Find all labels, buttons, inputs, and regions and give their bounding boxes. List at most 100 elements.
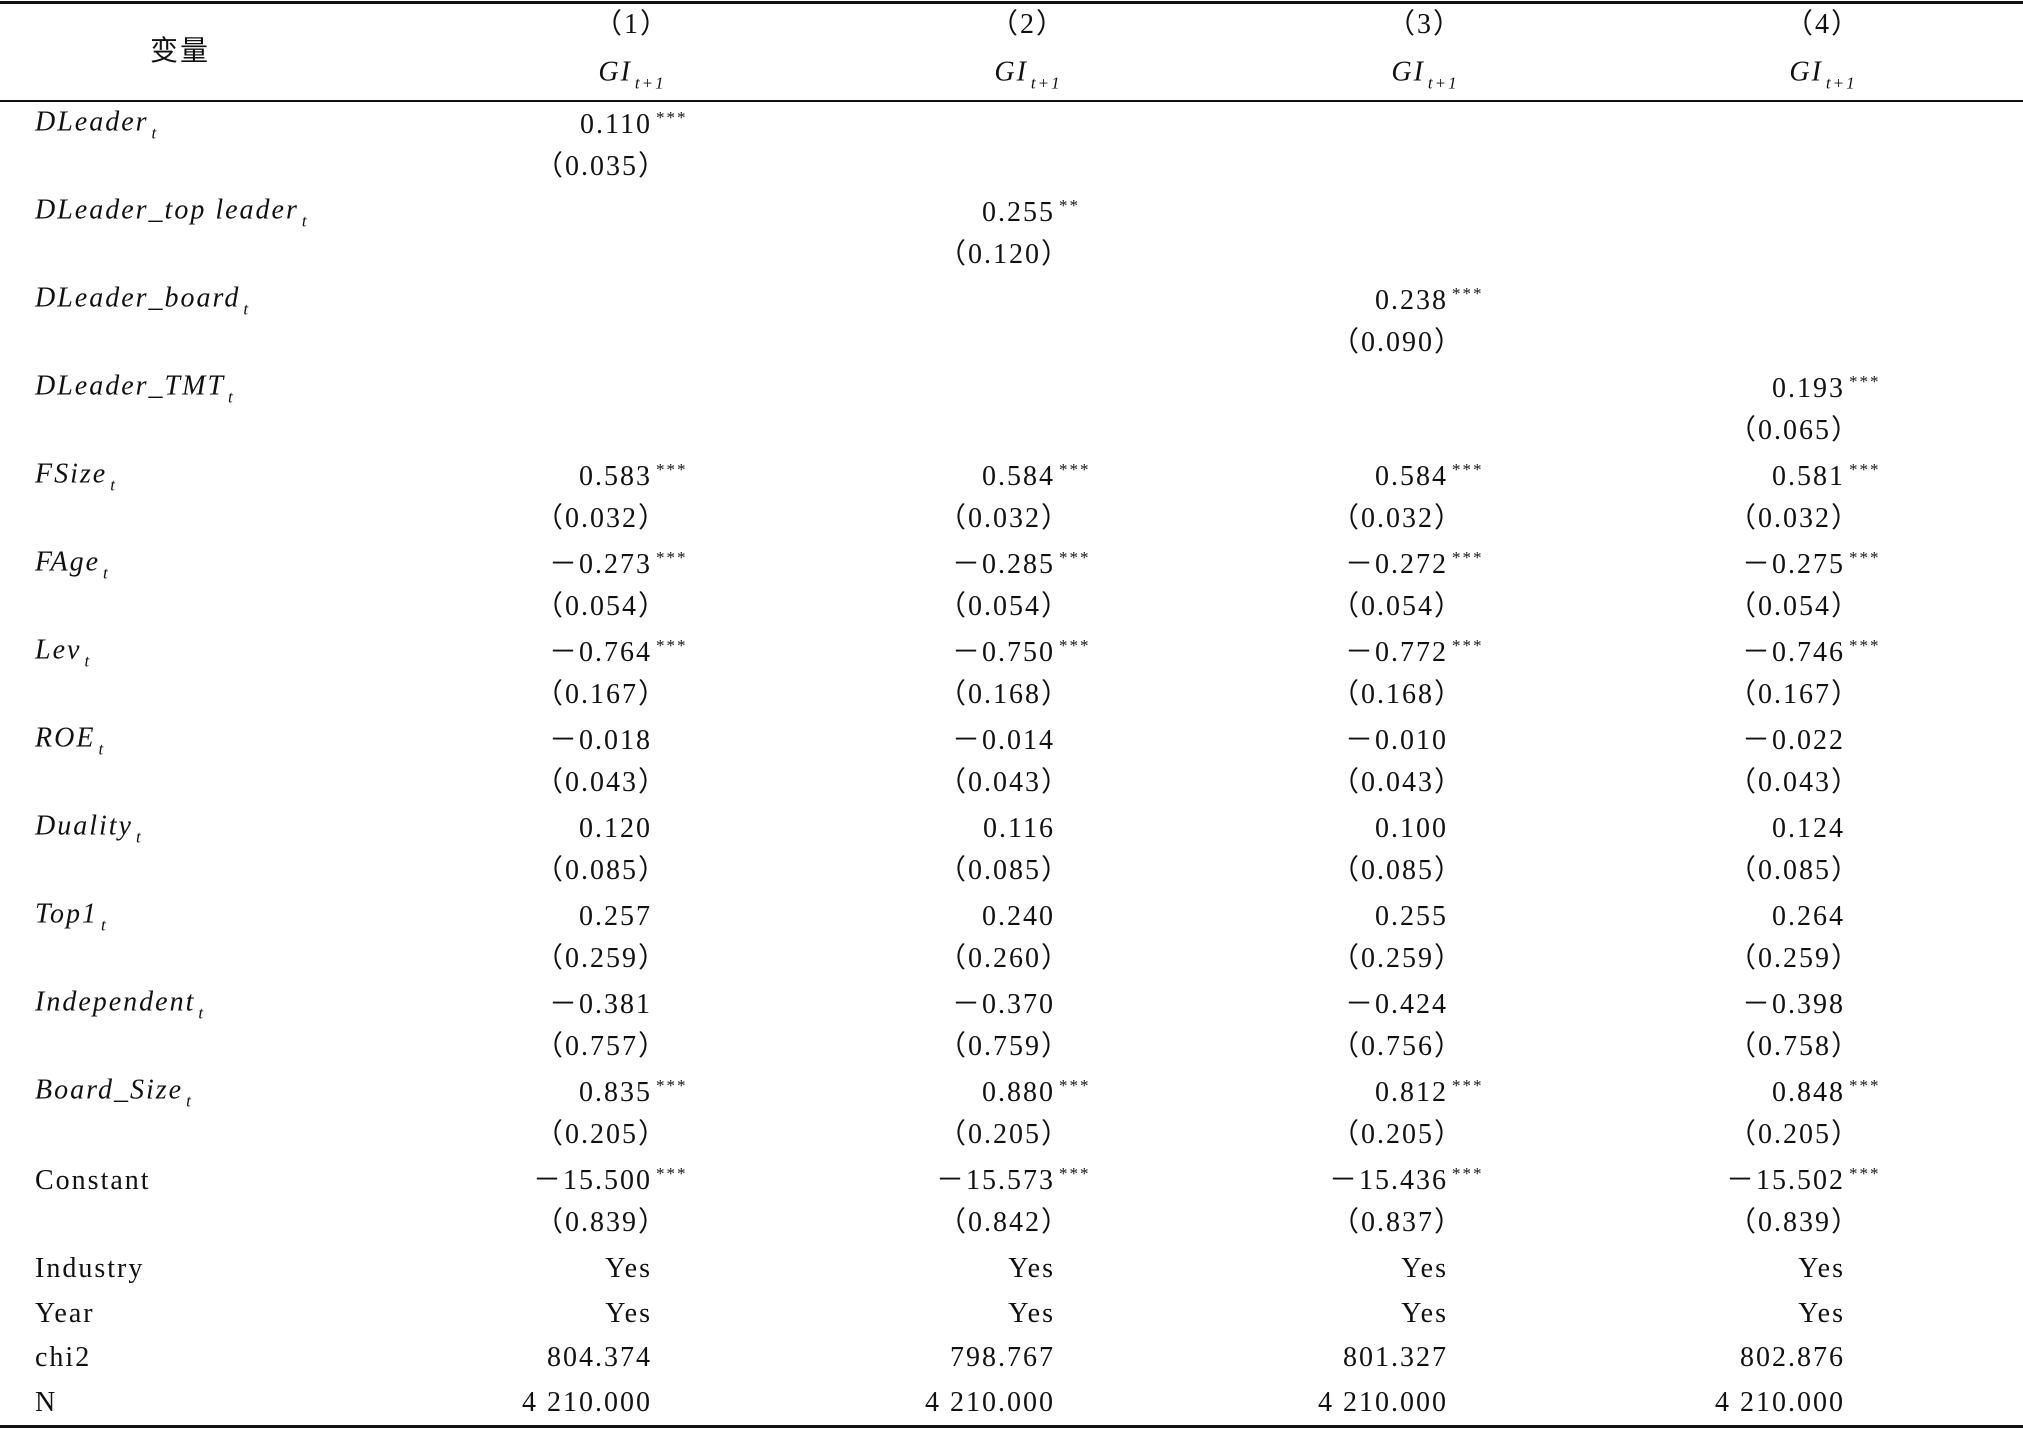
coefficient: －15.502 bbox=[1725, 1165, 1845, 1196]
var-name: ROE bbox=[35, 722, 96, 754]
coefficient: 0.238 bbox=[1375, 285, 1448, 316]
row-label: Duality t bbox=[35, 810, 143, 846]
standard-error: （0.205） bbox=[1727, 1119, 1861, 1150]
standard-error: （0.085） bbox=[1330, 855, 1464, 886]
standard-error: （0.085） bbox=[937, 855, 1071, 886]
standard-error: （0.259） bbox=[1727, 943, 1861, 974]
coefficient: －0.010 bbox=[1344, 725, 1448, 756]
standard-error: （0.205） bbox=[937, 1119, 1071, 1150]
var-name: Lev bbox=[35, 634, 82, 666]
standard-error: （0.054） bbox=[937, 591, 1071, 622]
cell: Yes bbox=[1401, 1253, 1448, 1284]
row-label: FAge t bbox=[35, 548, 110, 582]
standard-error: （0.839） bbox=[1727, 1207, 1861, 1238]
standard-error: （0.167） bbox=[534, 679, 668, 710]
var-sub: t bbox=[198, 1003, 206, 1023]
cell: Yes bbox=[1798, 1253, 1845, 1284]
standard-error: （0.043） bbox=[937, 767, 1071, 798]
coefficient: 0.581 bbox=[1772, 461, 1845, 492]
standard-error: （0.839） bbox=[534, 1207, 668, 1238]
coefficient: －0.746 bbox=[1741, 637, 1845, 668]
var-name: Duality bbox=[35, 810, 133, 842]
standard-error: （0.035） bbox=[534, 151, 668, 182]
standard-error: （0.120） bbox=[937, 239, 1071, 270]
significance-stars: *** bbox=[1452, 635, 1484, 655]
significance-stars: *** bbox=[656, 1163, 688, 1183]
row-label: Lev t bbox=[35, 634, 92, 671]
standard-error: （0.758） bbox=[1727, 1031, 1861, 1062]
significance-stars: *** bbox=[1849, 459, 1881, 479]
significance-stars: *** bbox=[1059, 1075, 1091, 1095]
standard-error: （0.168） bbox=[937, 679, 1071, 710]
significance-stars: *** bbox=[1849, 371, 1881, 391]
dependent-variable: GI t+1 bbox=[598, 58, 666, 93]
coefficient: 0.120 bbox=[579, 813, 652, 844]
dep-sub: t+1 bbox=[1825, 73, 1857, 93]
top-rule bbox=[0, 1, 2023, 4]
var-sub: t bbox=[186, 1091, 193, 1111]
var-name: Independent bbox=[35, 986, 196, 1018]
standard-error: （0.043） bbox=[1727, 767, 1861, 798]
standard-error: （0.205） bbox=[1330, 1119, 1464, 1150]
column-number: （1） bbox=[593, 9, 671, 40]
coefficient: －0.424 bbox=[1344, 989, 1448, 1020]
coefficient: －0.022 bbox=[1741, 725, 1845, 756]
coefficient: －15.500 bbox=[532, 1165, 652, 1196]
standard-error: （0.205） bbox=[534, 1119, 668, 1150]
row-label: Constant bbox=[35, 1167, 151, 1195]
row-label: DLeader_TMT t bbox=[35, 372, 235, 406]
significance-stars: *** bbox=[1849, 1075, 1881, 1095]
coefficient: 0.583 bbox=[579, 461, 652, 492]
significance-stars: *** bbox=[656, 459, 688, 479]
significance-stars: *** bbox=[1452, 459, 1484, 479]
column-number: （4） bbox=[1784, 9, 1862, 40]
coefficient: －0.285 bbox=[951, 549, 1055, 580]
coefficient: －0.772 bbox=[1344, 637, 1448, 668]
cell: 4 210.000 bbox=[1715, 1386, 1845, 1418]
coefficient: 0.255 bbox=[1375, 901, 1448, 932]
standard-error: （0.032） bbox=[937, 503, 1071, 534]
row-label: DLeader_top leader t bbox=[35, 194, 309, 230]
significance-stars: *** bbox=[1452, 1075, 1484, 1095]
coefficient: －0.018 bbox=[548, 725, 652, 756]
standard-error: （0.043） bbox=[534, 767, 668, 798]
var-sub: t bbox=[151, 123, 159, 143]
standard-error: （0.842） bbox=[937, 1207, 1071, 1238]
var-name: DLeader_board bbox=[35, 282, 241, 314]
standard-error: （0.032） bbox=[534, 503, 668, 534]
dependent-variable: GI t+1 bbox=[1391, 58, 1459, 93]
dep-sub: t+1 bbox=[1427, 73, 1459, 93]
var-name: DLeader_top leader bbox=[35, 194, 299, 226]
coefficient: 0.100 bbox=[1375, 813, 1448, 844]
significance-stars: *** bbox=[1452, 283, 1484, 303]
var-sub: t bbox=[84, 651, 92, 671]
standard-error: （0.259） bbox=[534, 943, 668, 974]
dep-name: GI bbox=[1789, 56, 1823, 88]
dep-sub: t+1 bbox=[634, 73, 666, 93]
var-name: Constant bbox=[35, 1165, 151, 1196]
coefficient: 0.255 bbox=[982, 197, 1055, 228]
significance-stars: *** bbox=[1452, 547, 1484, 567]
coefficient: 0.584 bbox=[1375, 461, 1448, 492]
cell: Yes bbox=[1401, 1297, 1448, 1329]
standard-error: （0.085） bbox=[1727, 855, 1861, 886]
coefficient: 0.116 bbox=[983, 813, 1055, 844]
standard-error: （0.260） bbox=[937, 943, 1071, 974]
standard-error: （0.167） bbox=[1727, 679, 1861, 710]
coefficient: －15.436 bbox=[1328, 1165, 1448, 1196]
significance-stars: *** bbox=[1452, 1163, 1484, 1183]
cell: 4 210.000 bbox=[925, 1386, 1055, 1418]
significance-stars: *** bbox=[1059, 635, 1091, 655]
var-sub: t bbox=[101, 915, 108, 935]
var-name: FSize bbox=[35, 458, 108, 490]
standard-error: （0.090） bbox=[1330, 327, 1464, 358]
header-var: 变量 bbox=[150, 36, 211, 67]
significance-stars: *** bbox=[1849, 547, 1881, 567]
row-label: Industry bbox=[35, 1255, 144, 1283]
coefficient: 0.812 bbox=[1375, 1077, 1448, 1108]
standard-error: （0.756） bbox=[1330, 1031, 1464, 1062]
dependent-variable: GI t+1 bbox=[1789, 56, 1857, 93]
column-number: （3） bbox=[1386, 9, 1464, 40]
coefficient: 0.264 bbox=[1772, 901, 1845, 932]
